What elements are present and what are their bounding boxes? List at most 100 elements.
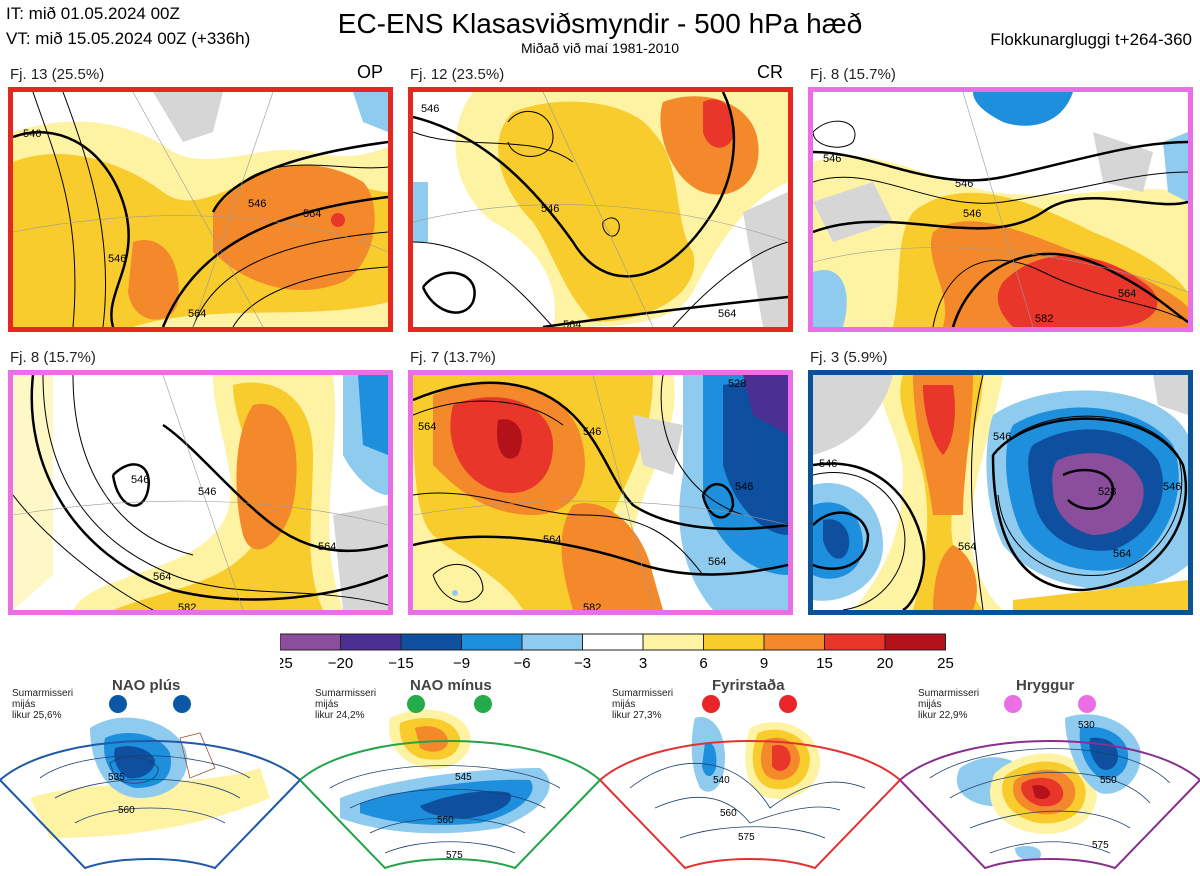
cluster-label: Fj. 12 (23.5%) <box>410 66 505 83</box>
cluster-map-panel[interactable]: 546 546 564 564 582 <box>8 370 393 615</box>
cluster-map: 546 546 564 564 <box>413 92 788 327</box>
classification-window: Flokkunargluggi t+264-360 <box>990 30 1192 49</box>
contour-label: 560 <box>720 808 737 819</box>
regime-note: Sumarmisseri mijás likur 25,6% <box>12 688 74 721</box>
contour-label: 564 <box>418 421 436 433</box>
page-subtitle: Miðað við maí 1981-2010 <box>521 40 679 56</box>
contour-label: 582 <box>1035 313 1053 325</box>
regime-map: 545 560 575 <box>298 695 602 870</box>
cluster-label: Fj. 13 (25.5%) <box>10 66 105 83</box>
cluster-label: Fj. 7 (13.7%) <box>410 349 496 366</box>
regime-note: Sumarmisseri mijás likur 24,2% <box>315 688 377 721</box>
contour-label: 546 <box>23 128 41 140</box>
valid-time: VT: mið 15.05.2024 00Z (+336h) <box>6 29 251 48</box>
contour-label: 564 <box>318 541 336 553</box>
cluster-map: 546 564 546 564 546 <box>13 92 388 327</box>
page-title: EC-ENS Klasasviðsmyndir - 500 hPa hæð <box>337 8 863 39</box>
colorbar-tick-label: −9 <box>453 655 470 672</box>
colorbar-tick-label: 6 <box>699 655 707 672</box>
contour-label: 560 <box>118 805 135 816</box>
contour-label: 546 <box>823 153 841 165</box>
colorbar-segment <box>461 633 523 651</box>
colorbar-segment <box>703 633 765 651</box>
cluster-map: 546 546 546 564 582 <box>813 92 1188 327</box>
contour-label: 546 <box>541 203 559 215</box>
contour-label: 546 <box>131 474 149 486</box>
contour-label: 560 <box>437 815 454 826</box>
contour-label: 546 <box>993 431 1011 443</box>
regime-map: 535 560 <box>0 695 302 870</box>
regime-panel[interactable]: 540 560 575 <box>598 688 902 876</box>
contour-label: 530 <box>1078 720 1095 731</box>
cluster-map-panel[interactable]: 546 546 546 564 582 <box>808 87 1193 332</box>
cluster-map: 546 546 564 564 582 <box>13 375 388 610</box>
regime-dot <box>407 695 425 713</box>
cluster-tag: OP <box>357 62 384 82</box>
cluster-tag: CR <box>757 62 783 82</box>
contour-label: 564 <box>718 308 736 320</box>
regime-dot <box>779 695 797 713</box>
colorbar-graphic: −25 −20 −15 −9 −6 −3 3 6 9 15 20 25 <box>267 633 954 672</box>
colorbar-tick-label: 9 <box>760 655 768 672</box>
contour-label: 546 <box>108 253 126 265</box>
colorbar-segment <box>582 633 644 651</box>
cluster-map-panel[interactable]: 546 564 546 564 546 <box>8 87 393 332</box>
cluster-label: Fj. 8 (15.7%) <box>810 66 896 83</box>
contour-label: 582 <box>178 602 196 610</box>
regime-map: 540 560 575 <box>598 695 902 870</box>
colorbar-segment <box>400 633 462 651</box>
colorbar-tick-label: 3 <box>639 655 647 672</box>
contour-label: 575 <box>738 832 755 843</box>
contour-label: 564 <box>153 571 171 583</box>
regime-title: Hryggur <box>1016 677 1075 694</box>
regime-map: 530 550 575 <box>898 695 1200 870</box>
cluster-map-panel[interactable]: 546 546 564 564 <box>408 87 793 332</box>
contour-label: 546 <box>1163 481 1181 493</box>
regime-note: Sumarmisseri mijás likur 22,9% <box>918 688 980 721</box>
colorbar-tick-label: 25 <box>937 655 954 672</box>
colorbar-tick-label: 20 <box>877 655 894 672</box>
regime-title: NAO mínus <box>410 677 492 694</box>
regime-panel[interactable]: 545 560 575 <box>298 688 602 876</box>
colorbar-tick-label: −20 <box>328 655 353 672</box>
colorbar-segment <box>521 633 583 651</box>
contour-label: 545 <box>455 772 472 783</box>
contour-label: 550 <box>1100 775 1117 786</box>
colorbar-segment <box>279 633 341 651</box>
contour-label: 546 <box>735 481 753 493</box>
contour-label: 582 <box>583 602 601 610</box>
initial-time: IT: mið 01.05.2024 00Z <box>6 4 180 23</box>
regime-panel[interactable]: 530 550 575 <box>898 688 1200 876</box>
contour-label: 546 <box>583 426 601 438</box>
colorbar-tick-label: 15 <box>816 655 833 672</box>
colorbar-segment <box>884 633 946 651</box>
contour-label: 546 <box>963 208 981 220</box>
contour-label: 564 <box>303 208 321 220</box>
cluster-map: 564 546 528 546 564 564 582 <box>413 375 788 610</box>
colorbar-segment <box>340 633 402 651</box>
colorbar-segment <box>763 633 825 651</box>
regime-title: Fyrirstaða <box>712 677 785 694</box>
colorbar-tick-label: −25 <box>280 655 293 672</box>
contour-label: 564 <box>1113 548 1131 560</box>
cluster-map-panel[interactable]: 546 546 528 546 564 564 <box>808 370 1193 615</box>
contour-label: 540 <box>713 775 730 786</box>
regime-panel[interactable]: 535 560 <box>0 688 302 876</box>
contour-label: 564 <box>188 308 206 320</box>
cluster-map-panel[interactable]: 564 546 528 546 564 564 582 <box>408 370 793 615</box>
colorbar-segment <box>642 633 704 651</box>
contour-label: 528 <box>728 378 746 390</box>
regime-dot <box>173 695 191 713</box>
contour-label: 564 <box>708 556 726 568</box>
cluster-map: 546 546 528 546 564 564 <box>813 375 1188 610</box>
contour-label: 546 <box>421 103 439 115</box>
contour-label: 564 <box>563 319 581 327</box>
regime-dot <box>702 695 720 713</box>
regime-title: NAO plús <box>112 677 181 694</box>
contour-label: 528 <box>1098 486 1116 498</box>
contour-label: 546 <box>198 486 216 498</box>
cluster-label: Fj. 8 (15.7%) <box>10 349 96 366</box>
colorbar: −25 −20 −15 −9 −6 −3 3 6 9 15 20 25 <box>267 632 960 681</box>
colorbar-tick-label: −3 <box>574 655 591 672</box>
contour-label: 546 <box>248 198 266 210</box>
